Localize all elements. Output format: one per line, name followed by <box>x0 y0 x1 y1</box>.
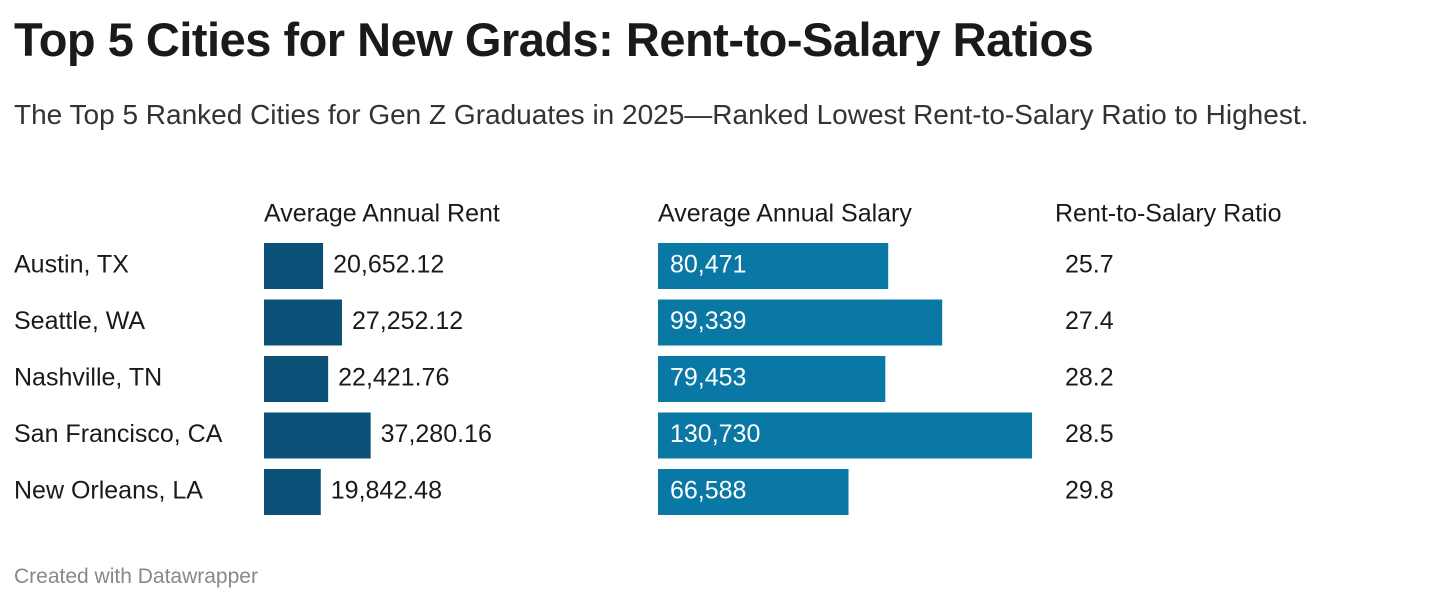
value-label: 99,339 <box>670 307 746 335</box>
value-label: 22,421.76 <box>338 364 449 392</box>
column-header: Average Annual Salary <box>658 200 912 228</box>
value-label: 20,652.12 <box>333 251 444 279</box>
value-label: 79,453 <box>670 364 746 392</box>
column-header: Average Annual Rent <box>264 200 500 228</box>
value-label: 19,842.48 <box>331 477 442 505</box>
value-label: 25.7 <box>1065 251 1114 279</box>
value-label: 66,588 <box>670 477 746 505</box>
bar <box>658 469 849 515</box>
chart-title: Top 5 Cities for New Grads: Rent-to-Sala… <box>14 13 1094 66</box>
value-label: 28.2 <box>1065 364 1114 392</box>
row-label: Nashville, TN <box>14 364 162 392</box>
bar <box>264 356 329 402</box>
column-header: Rent-to-Salary Ratio <box>1055 200 1281 228</box>
row-label: Seattle, WA <box>14 307 145 335</box>
bar <box>264 243 324 289</box>
row-label: New Orleans, LA <box>14 477 203 505</box>
value-label: 29.8 <box>1065 477 1114 505</box>
bar <box>658 356 886 402</box>
bar <box>264 299 342 346</box>
bar <box>658 299 943 346</box>
bar <box>264 412 371 459</box>
credit: Created with Datawrapper <box>14 565 258 588</box>
value-label: 28.5 <box>1065 420 1114 448</box>
bar <box>658 243 889 289</box>
value-label: 27.4 <box>1065 307 1114 335</box>
bar <box>264 469 321 515</box>
value-label: 37,280.16 <box>381 420 492 448</box>
row-label: Austin, TX <box>14 251 129 279</box>
value-label: 27,252.12 <box>352 307 463 335</box>
row-label: San Francisco, CA <box>14 420 223 448</box>
bar <box>658 412 1032 459</box>
chart: Austin, TX Seattle, WA Nashville, TN San Fr… <box>14 200 1281 515</box>
value-label: 130,730 <box>670 420 760 448</box>
value-label: 80,471 <box>670 251 746 279</box>
chart-subtitle: The Top 5 Ranked Cities for Gen Z Gradua… <box>14 99 1309 130</box>
